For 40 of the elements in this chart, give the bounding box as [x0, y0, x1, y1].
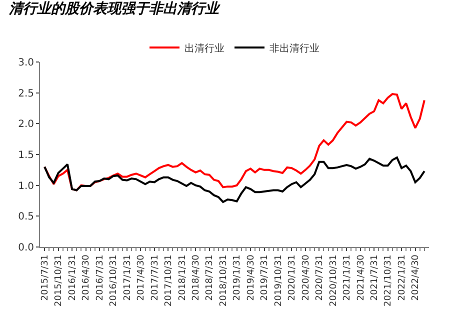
- x-tick-label: 2016/10/31: [109, 254, 120, 306]
- x-tick-label: 2021/7/31: [370, 254, 380, 301]
- x-tick-label: 2018/10/31: [218, 254, 229, 306]
- x-tick-label: 2020/4/30: [301, 254, 312, 301]
- y-tick-label: 3.0: [18, 58, 34, 68]
- line-series: [44, 156, 426, 203]
- x-tick-label: 2020/7/31: [315, 254, 326, 301]
- x-tick-label: 2017/10/31: [164, 254, 174, 306]
- x-tick-label: 2019/4/30: [246, 254, 256, 301]
- x-tick-label: 2019/7/31: [260, 254, 270, 301]
- y-tick-label: 1.5: [18, 150, 34, 161]
- x-tick-label: 2019/1/31: [232, 254, 243, 301]
- x-tick-label: 2022/4/30: [411, 254, 422, 301]
- legend-label: 非出清行业: [270, 42, 320, 54]
- x-tick-label: 2019/10/31: [274, 254, 284, 306]
- x-tick-label: 2020/1/31: [288, 254, 298, 301]
- y-tick-label: 0.0: [18, 242, 34, 254]
- x-tick-label: 2015/10/31: [54, 254, 64, 306]
- line-series: [44, 93, 426, 192]
- x-tick-label: 2017/7/31: [150, 254, 160, 301]
- x-tick-label: 2021/4/30: [356, 254, 366, 301]
- x-tick-label: 2016/1/31: [68, 254, 78, 301]
- x-tick-label: 2017/1/31: [122, 254, 133, 301]
- x-tick-label: 2018/7/31: [205, 254, 216, 301]
- y-tick-label: 2.0: [18, 119, 34, 130]
- x-tick-label: 2016/7/31: [95, 254, 106, 301]
- x-tick-label: 2018/1/31: [178, 254, 188, 301]
- x-tick-label: 2020/10/31: [328, 254, 339, 306]
- y-tick-label: 0.5: [18, 212, 34, 223]
- y-tick-label: 1.0: [18, 180, 34, 192]
- x-tick-label: 2022/1/31: [397, 254, 408, 301]
- legend-label: 出清行业: [184, 42, 224, 54]
- x-tick-label: 2018/4/30: [192, 254, 202, 301]
- x-tick-label: 2016/4/30: [82, 254, 92, 301]
- x-tick-label: 2021/10/31: [384, 254, 394, 306]
- x-tick-label: 2017/4/30: [136, 254, 147, 301]
- x-tick-label: 2021/1/31: [342, 254, 353, 301]
- chart-title: 清行业的股价表现强于非出清行业: [8, 1, 222, 18]
- x-tick-label: 2015/7/31: [40, 254, 51, 301]
- y-tick-label: 2.5: [18, 88, 34, 100]
